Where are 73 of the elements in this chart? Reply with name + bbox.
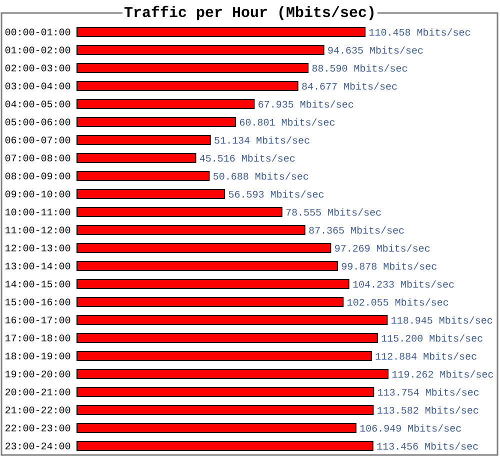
data-label: 60.801 Mbits/sec: [240, 118, 335, 126]
bar: [76, 368, 388, 379]
y-tick-label: 09:00-10:00: [5, 190, 70, 198]
y-tick-label: 15:00-16:00: [6, 298, 70, 306]
bar: [76, 134, 211, 145]
y-tick-label: 13:00-14:00: [6, 262, 70, 270]
y-tick-label: 06:00-07:00: [5, 136, 70, 144]
y-tick-label: 00:00-01:00: [5, 28, 70, 36]
y-tick-label: 01:00-02:00: [5, 46, 70, 54]
data-label: 112.884 Mbits/sec: [376, 352, 476, 360]
y-tick-label: 04:00-05:00: [5, 100, 70, 108]
data-label: 99.878 Mbits/sec: [342, 262, 436, 270]
y-tick-label: 11:00-12:00: [6, 226, 70, 234]
bar: [76, 296, 344, 307]
data-label: 104.233 Mbits/sec: [353, 280, 454, 288]
y-tick-label: 10:00-11:00: [6, 208, 70, 216]
bar: [76, 350, 372, 361]
bar: [76, 314, 388, 325]
bar: [76, 404, 374, 415]
bar: [76, 26, 366, 37]
bar: [76, 44, 324, 55]
y-tick-label: 19:00-20:00: [6, 370, 70, 378]
y-tick-label: 05:00-06:00: [5, 118, 70, 126]
y-tick-label: 17:00-18:00: [6, 334, 70, 342]
bar: [76, 260, 338, 271]
bar: [76, 440, 374, 451]
bar: [76, 206, 282, 217]
data-label: 106.949 Mbits/sec: [360, 424, 461, 432]
y-tick-label: 07:00-08:00: [5, 154, 70, 162]
data-label: 84.677 Mbits/sec: [302, 82, 397, 90]
y-tick-label: 22:00-23:00: [6, 424, 70, 432]
y-tick-label: 18:00-19:00: [6, 352, 70, 360]
y-tick-label: 21:00-22:00: [6, 406, 70, 414]
bar: [76, 98, 255, 109]
y-tick-label: 12:00-13:00: [6, 244, 70, 252]
bar: [76, 170, 210, 181]
y-tick-label: 08:00-09:00: [5, 172, 70, 180]
bar: [76, 332, 378, 343]
data-label: 87.365 Mbits/sec: [309, 226, 404, 234]
bar: [76, 242, 332, 253]
data-label: 67.935 Mbits/sec: [258, 100, 354, 108]
data-label: 118.945 Mbits/sec: [392, 316, 492, 324]
data-label: 78.555 Mbits/sec: [286, 208, 381, 216]
y-tick-label: 20:00-21:00: [6, 388, 70, 396]
data-label: 45.516 Mbits/sec: [200, 154, 295, 162]
y-tick-label: 23:00-24:00: [6, 442, 70, 450]
data-label: 50.688 Mbits/sec: [214, 172, 308, 180]
data-label: 113.582 Mbits/sec: [378, 406, 478, 414]
bar: [76, 224, 306, 235]
bar: [76, 62, 309, 73]
bar: [76, 188, 226, 199]
data-label: 110.458 Mbits/sec: [369, 28, 470, 36]
data-label: 94.635 Mbits/sec: [328, 46, 423, 54]
data-label: 115.200 Mbits/sec: [382, 334, 482, 342]
bar: [76, 116, 236, 127]
y-tick-label: 02:00-03:00: [5, 64, 70, 72]
bar: [76, 278, 350, 289]
data-label: 102.055 Mbits/sec: [348, 298, 448, 306]
data-label: 113.456 Mbits/sec: [377, 442, 478, 450]
data-label: 119.262 Mbits/sec: [392, 370, 493, 378]
data-label: 56.593 Mbits/sec: [228, 190, 324, 198]
data-label: 97.269 Mbits/sec: [335, 244, 430, 252]
bar: [76, 386, 374, 397]
data-label: 113.754 Mbits/sec: [378, 388, 479, 396]
chart-title: Traffic per Hour (Mbits/sec): [124, 6, 374, 20]
y-tick-label: 16:00-17:00: [6, 316, 70, 324]
data-label: 88.590 Mbits/sec: [312, 64, 407, 72]
bar: [76, 152, 196, 163]
data-label: 51.134 Mbits/sec: [214, 136, 310, 144]
bar: [76, 80, 298, 91]
y-tick-label: 03:00-04:00: [5, 82, 70, 90]
bar: [76, 422, 356, 433]
y-tick-label: 14:00-15:00: [6, 280, 70, 288]
